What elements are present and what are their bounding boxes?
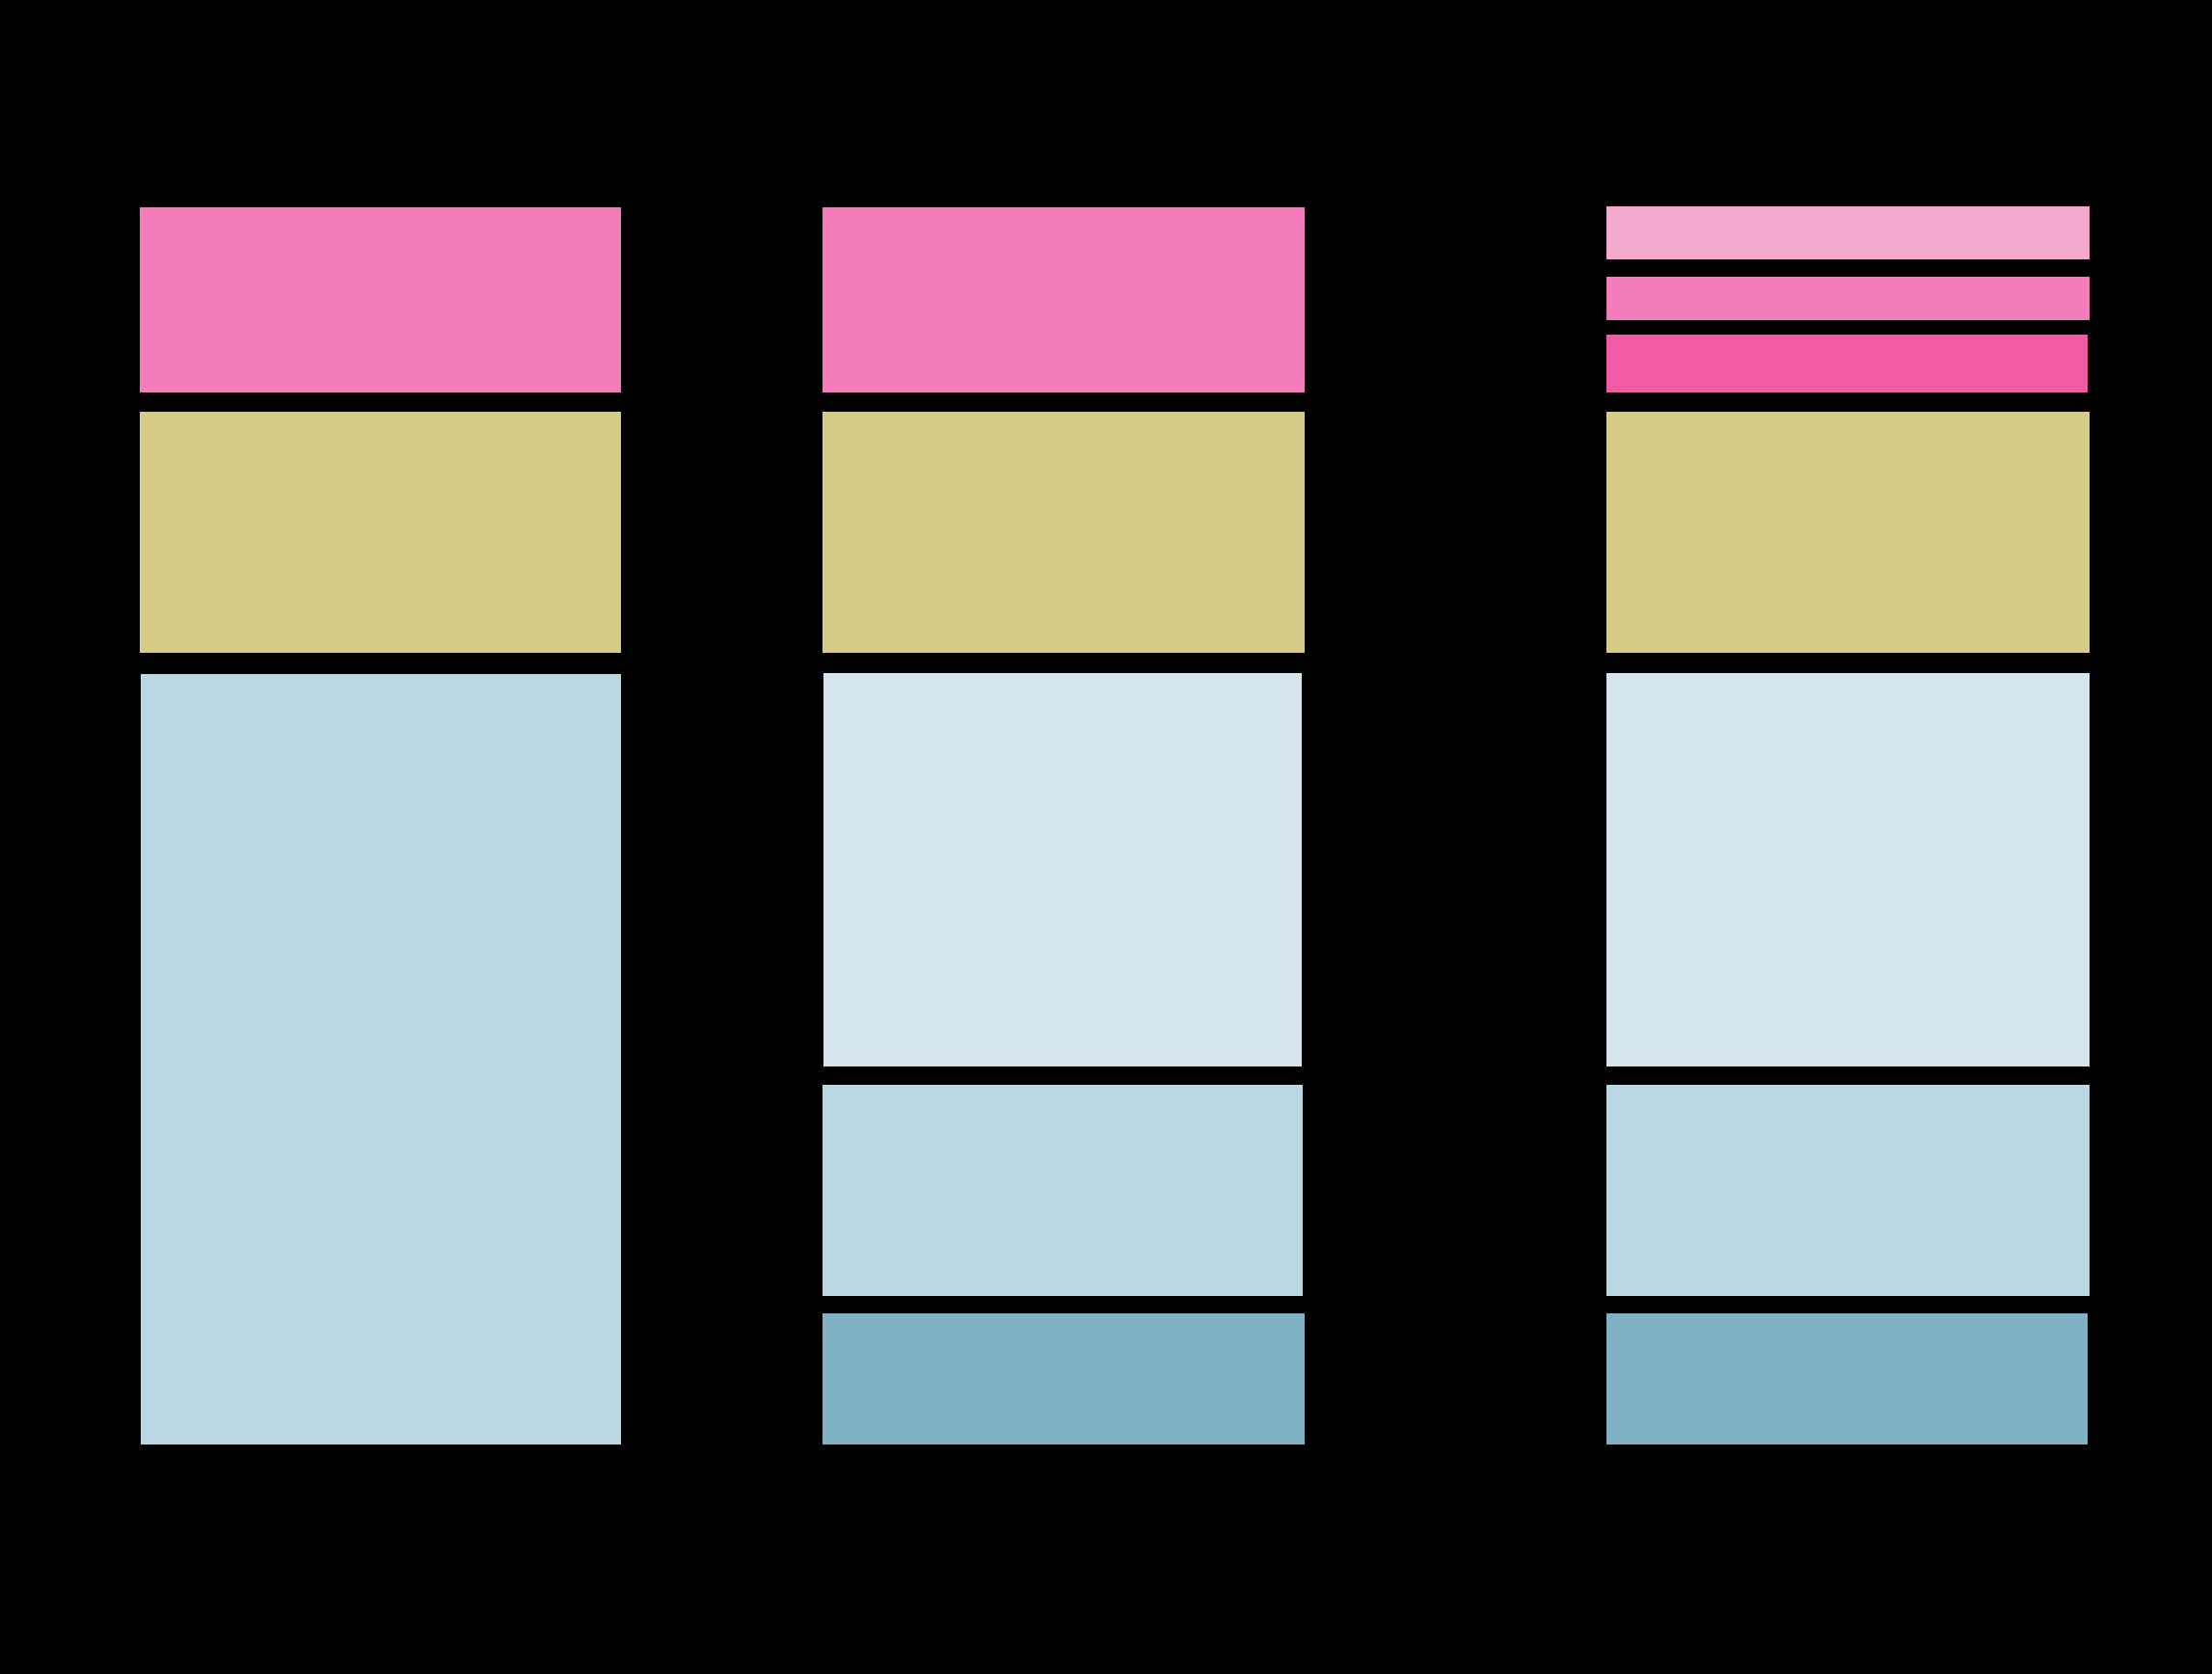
teal-block	[823, 1313, 1305, 1444]
khaki-block	[823, 412, 1305, 653]
khaki-block	[1606, 412, 2090, 653]
teal-block	[1606, 1313, 2088, 1444]
hot-pink-block	[1606, 335, 2088, 392]
pink-block	[140, 207, 621, 392]
pink-block	[1606, 277, 2090, 320]
column-1	[140, 207, 621, 1444]
khaki-block	[140, 412, 621, 653]
light-blue-block	[1606, 1085, 2090, 1296]
light-blue-block	[141, 674, 621, 1444]
pink-block	[823, 207, 1305, 392]
light-blue-block	[823, 1085, 1303, 1296]
light-pink-block	[1606, 206, 2090, 259]
column-2	[823, 207, 1305, 1444]
pale-blue-block	[823, 673, 1302, 1066]
column-3	[1606, 206, 2090, 1444]
pale-blue-block	[1606, 673, 2090, 1066]
